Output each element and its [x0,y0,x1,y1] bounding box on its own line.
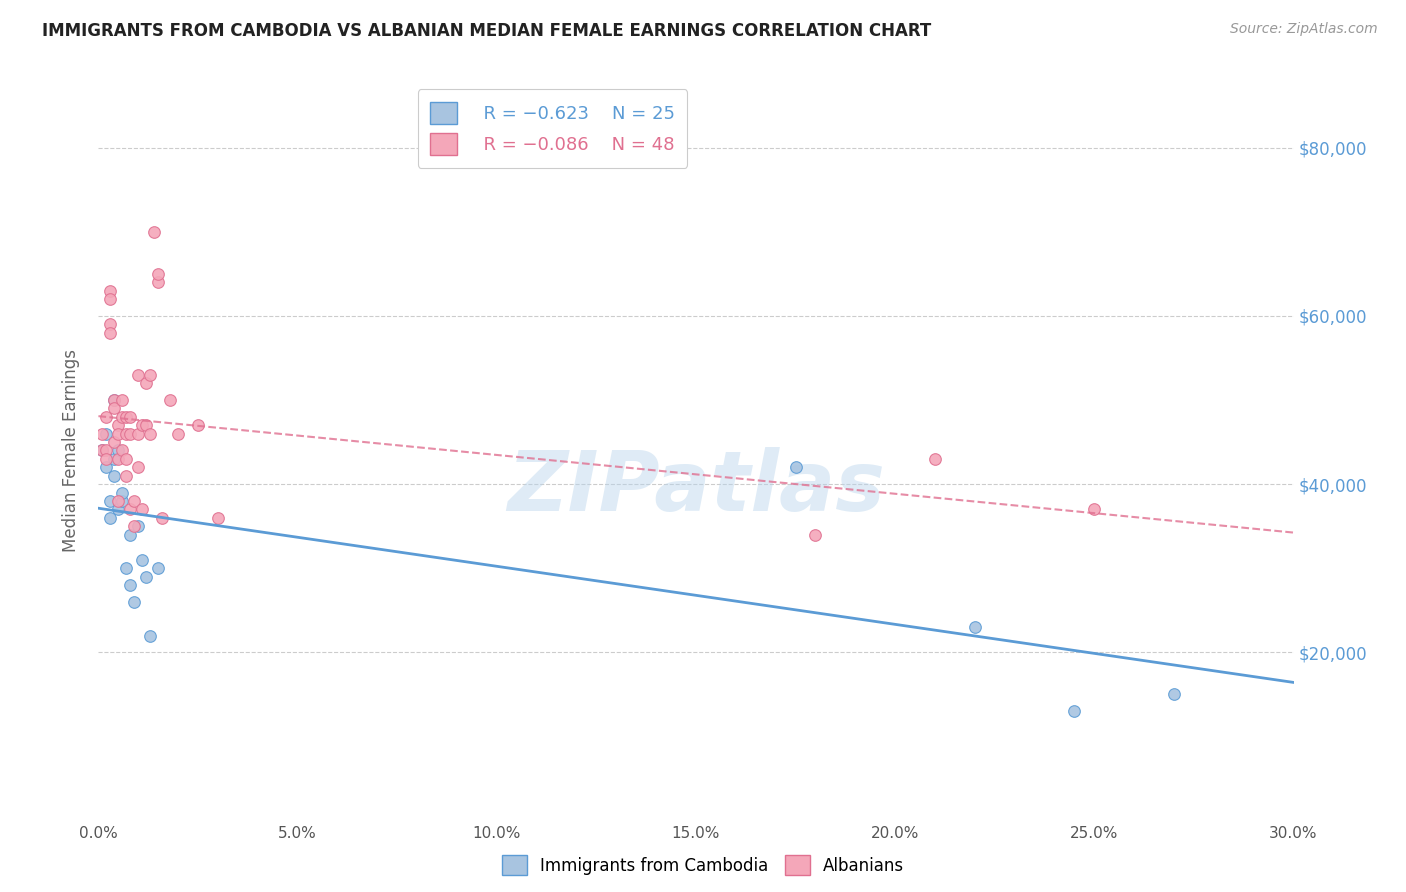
Point [107,426,129,441]
Point [107,451,129,466]
Point [785,460,807,475]
Point [115,426,138,441]
Point [127,368,149,382]
Point [107,418,129,433]
Point [135,418,157,433]
Legend: Immigrants from Cambodia, Albanians: Immigrants from Cambodia, Albanians [494,847,912,884]
Point [135,569,157,583]
Point [124,519,146,533]
Point [96,426,118,441]
Point [148,275,170,289]
Point [103,435,125,450]
Point [115,409,138,424]
Point [96,443,118,458]
Point [963,620,986,634]
Point [124,494,146,508]
Point [98,284,122,298]
Point [98,494,122,508]
Point [804,527,827,541]
Point [96,409,118,424]
Point [111,392,134,407]
Point [111,485,134,500]
Point [120,409,142,424]
Point [159,392,181,407]
Point [150,510,173,524]
Point [127,519,149,533]
Point [139,368,162,382]
Point [103,468,125,483]
Point [148,267,170,281]
Point [167,426,190,441]
Point [120,527,142,541]
Point [120,426,142,441]
Point [96,460,118,475]
Text: ZIPatlas: ZIPatlas [508,447,884,528]
Point [127,460,149,475]
Point [139,426,162,441]
Point [107,443,129,458]
Point [924,451,946,466]
Point [131,553,153,567]
Point [111,494,134,508]
Point [91,443,114,458]
Point [91,426,114,441]
Point [139,628,162,642]
Point [98,326,122,340]
Point [207,510,229,524]
Point [98,510,122,524]
Point [143,225,166,239]
Point [131,502,153,516]
Legend:   R = −0.623    N = 25,   R = −0.086    N = 48: R = −0.623 N = 25, R = −0.086 N = 48 [418,89,688,168]
Point [120,578,142,592]
Point [131,418,153,433]
Point [115,468,138,483]
Point [135,376,157,391]
Point [98,292,122,306]
Point [103,451,125,466]
Point [103,401,125,416]
Point [98,318,122,332]
Point [1163,688,1185,702]
Point [103,392,125,407]
Point [103,392,125,407]
Point [1063,704,1085,718]
Point [111,443,134,458]
Point [115,561,138,575]
Point [1083,502,1105,516]
Point [124,595,146,609]
Point [107,502,129,516]
Text: Source: ZipAtlas.com: Source: ZipAtlas.com [1230,22,1378,37]
Point [107,494,129,508]
Point [148,561,170,575]
Point [115,451,138,466]
Text: IMMIGRANTS FROM CAMBODIA VS ALBANIAN MEDIAN FEMALE EARNINGS CORRELATION CHART: IMMIGRANTS FROM CAMBODIA VS ALBANIAN MED… [42,22,931,40]
Point [91,443,114,458]
Y-axis label: Median Female Earnings: Median Female Earnings [62,349,80,552]
Point [111,409,134,424]
Point [120,502,142,516]
Point [96,451,118,466]
Point [187,418,209,433]
Point [127,426,149,441]
